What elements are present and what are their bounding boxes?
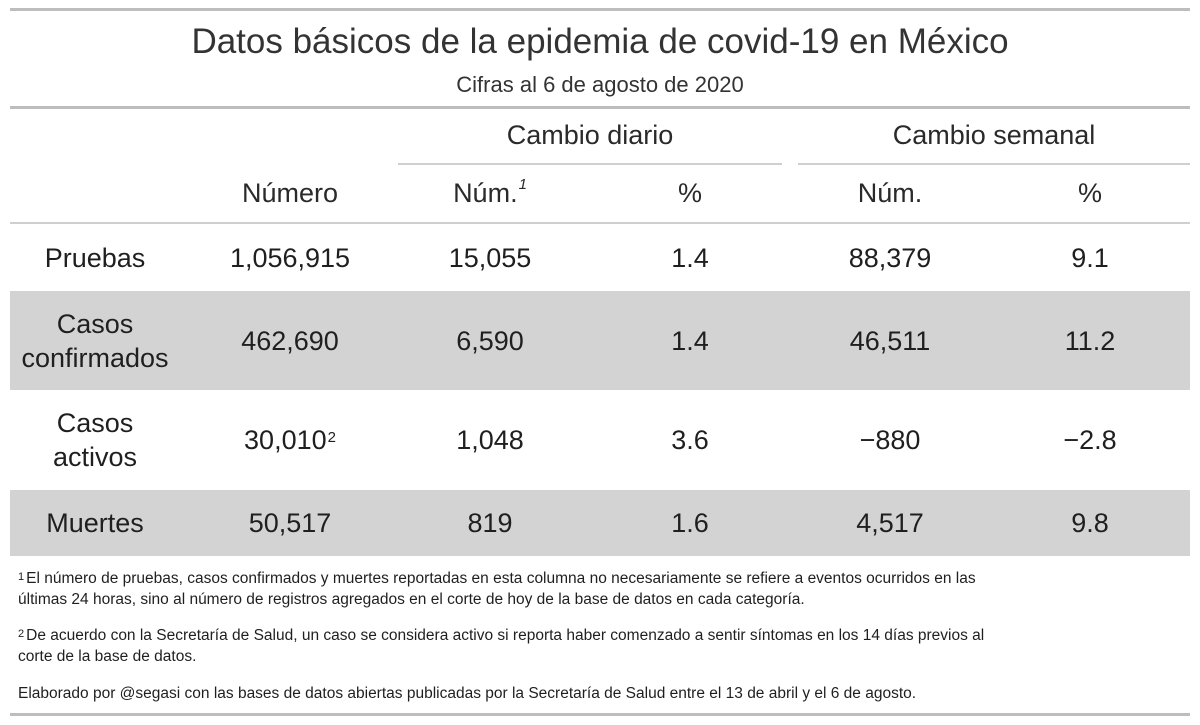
bottom-rule [10,713,1190,716]
credit-line: Elaborado por @segasi con las bases de d… [18,685,917,702]
cell-weekly-pct: 9.1 [1071,243,1109,273]
row-label-line1: Casos [56,308,134,339]
cell-weekly-pct: 9.8 [1071,508,1109,538]
cell-weekly-pct: −2.8 [1063,425,1117,455]
footnote-1-marker: 1 [518,176,527,193]
footnote-2: 2 De acuerdo con la Secretaría de Salud, … [18,625,1178,667]
cell-daily-num: 6,590 [456,325,524,356]
page-subtitle: Cifras al 6 de agosto de 2020 [456,72,744,97]
cell-weekly-num: 46,511 [849,325,931,356]
row-label: Casos confirmados [10,291,180,390]
table-row-casos-activos: Casos activos 30,010 2 1,048 3.6 −880 −2.… [10,390,1190,490]
footnote-1-mark: 1 [18,571,25,583]
row-label: Casos activos [10,390,180,490]
cell-weekly-num: 4,517 [856,508,924,538]
header-weekly-pct: % [1077,178,1102,208]
cell-daily-pct: 1.4 [671,325,709,356]
cell-daily-pct: 3.6 [671,425,709,455]
header-numero: Número [241,178,339,208]
table-row-pruebas: Pruebas 1,056,915 15,055 1.4 88,379 9.1 [10,226,1190,290]
row-label-line2: confirmados [21,342,169,373]
cell-daily-num: 819 [467,508,513,538]
row-label: Muertes [46,508,144,538]
row-label: Pruebas [44,243,146,273]
top-rule [10,8,1190,11]
cell-numero: 50,517 [248,508,332,538]
cell-weekly-pct: 11.2 [1064,325,1116,356]
cell-numero: 462,690 [241,325,339,356]
title-divider [10,106,1190,109]
cell-daily-pct: 1.6 [671,508,709,538]
footnote-2-line2: corte de la base de datos. [18,648,197,665]
table-row-muertes: Muertes 50,517 819 1.6 4,517 9.8 [10,490,1190,556]
header-weekly-num: Núm. [857,178,923,208]
cell-daily-pct: 1.4 [671,243,709,273]
footnote-1-line2: últimas 24 horas, sino al número de regi… [18,591,805,608]
cell-daily-num: 15,055 [448,243,532,273]
weekly-group-underline [798,163,1190,165]
footnote-1: 1 El número de pruebas, casos confirmados… [18,568,1178,610]
header-daily-pct: % [677,178,702,208]
footnote-1-line1: El número de pruebas, casos confirmados … [26,570,976,587]
footnote-2-mark: 2 [18,628,25,640]
cell-weekly-num: 88,379 [848,243,932,273]
cell-numero-value: 30,010 [244,425,327,455]
page-title: Datos básicos de la epidemia de covid-19… [191,22,1009,61]
cell-numero: 30,010 2 [190,390,390,490]
table-row-casos-confirmados: Casos confirmados 462,690 6,590 1.4 46,5… [10,291,1190,390]
cell-numero: 1,056,915 [229,243,351,273]
row-label-line1: Casos [56,408,134,438]
header-cambio-diario: Cambio diario [506,120,674,150]
cell-weekly-num: −880 [859,425,921,455]
header-daily-num-label: Núm. [453,178,518,208]
daily-group-underline [398,163,782,165]
cell-daily-num: 1,048 [456,425,524,455]
header-divider [10,222,1190,224]
header-daily-num: Núm.1 [390,176,590,209]
footnote-2-line1: De acuerdo con la Secretaría de Salud, u… [26,627,985,644]
footnote-2-marker: 2 [327,429,336,446]
row-label-line2: activos [52,442,138,472]
header-cambio-semanal: Cambio semanal [892,120,1096,150]
